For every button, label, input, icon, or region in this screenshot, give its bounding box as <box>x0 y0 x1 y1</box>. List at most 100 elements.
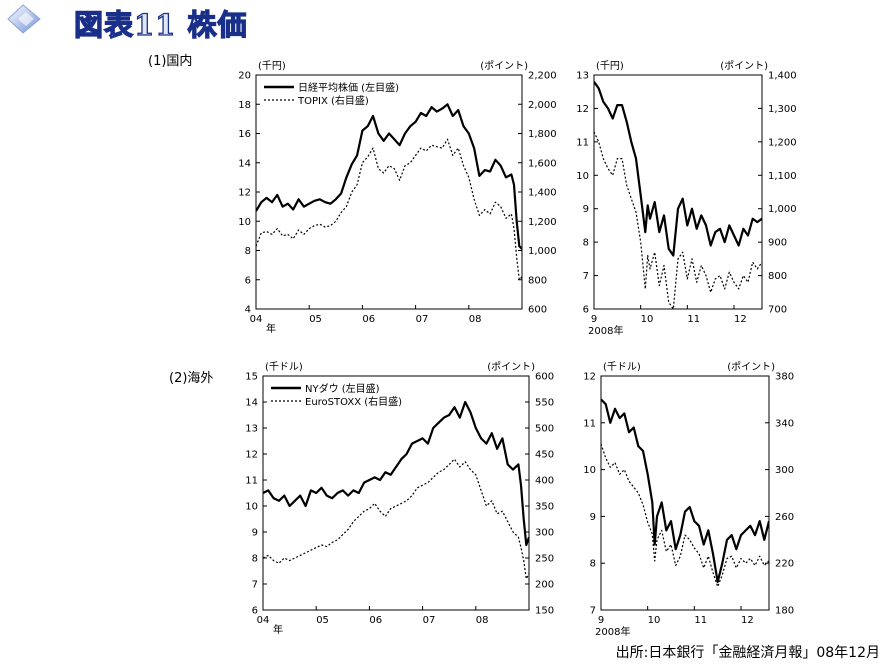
x-axis-sub-label: 年 <box>266 322 276 335</box>
y-right-tick-label: 340 <box>775 418 794 429</box>
y-right-tick-label: 1,200 <box>528 217 557 228</box>
series-line-solid <box>263 400 529 547</box>
y-left-tick-label: 10 <box>583 465 596 476</box>
x-tick-label: 08 <box>469 314 482 325</box>
y-right-tick-label: 150 <box>535 606 554 617</box>
y-right-tick-label: 220 <box>775 559 794 570</box>
y-left-tick-label: 12 <box>245 450 258 461</box>
title-banner: 図表11 株価 <box>4 0 304 43</box>
y-right-tick-label: 1,000 <box>768 204 797 215</box>
y-left-tick-label: 14 <box>245 398 258 409</box>
legend-entry: TOPIX (右目盛) <box>297 94 369 107</box>
y-left-tick-label: 13 <box>576 71 589 82</box>
x-axis-sub-label: 年 <box>273 623 283 636</box>
right-axis-unit: (ポイント) <box>727 361 775 373</box>
x-tick-label: 10 <box>641 314 654 325</box>
plot-frame <box>255 74 523 310</box>
y-left-tick-label: 6 <box>583 305 589 316</box>
y-right-tick-label: 380 <box>775 372 794 383</box>
y-right-tick-label: 2,200 <box>528 71 557 82</box>
y-right-tick-label: 180 <box>775 606 794 617</box>
series-line-dotted <box>256 138 522 281</box>
section-domestic-label: (1)国内 <box>148 54 193 69</box>
y-right-tick-label: 700 <box>768 305 787 316</box>
x-tick-label: 12 <box>734 314 747 325</box>
left-axis-unit: (千ドル) <box>265 361 303 373</box>
y-right-tick-label: 300 <box>775 465 794 476</box>
y-left-tick-label: 7 <box>590 606 596 617</box>
y-left-tick-label: 16 <box>238 129 251 140</box>
plot-frame <box>593 74 763 310</box>
y-right-tick-label: 800 <box>528 275 547 286</box>
y-right-tick-label: 260 <box>775 512 794 523</box>
y-left-tick-label: 9 <box>252 528 258 539</box>
right-axis-unit: (ポイント) <box>720 60 768 72</box>
series-line-solid <box>594 81 762 257</box>
x-tick-label: 08 <box>476 615 489 626</box>
x-tick-label: 06 <box>369 615 382 626</box>
x-tick-label: 07 <box>416 314 429 325</box>
plot-frame <box>600 375 770 611</box>
y-right-tick-label: 2,000 <box>528 100 557 111</box>
plot-frame <box>262 375 530 611</box>
y-right-tick-label: 1,200 <box>768 137 797 148</box>
y-right-tick-label: 300 <box>535 528 554 539</box>
x-axis-sub-label: 2008年 <box>595 625 630 638</box>
y-left-tick-label: 6 <box>245 275 251 286</box>
y-left-tick-label: 9 <box>590 512 596 523</box>
chart-domestic-short: 6 7 8 9 10 11 12 13 700 800 900 1,000 1,100 1,200 1,30… <box>576 60 796 337</box>
y-right-tick-label: 1,800 <box>528 129 557 140</box>
y-right-tick-label: 350 <box>535 502 554 513</box>
y-right-tick-label: 550 <box>535 398 554 409</box>
y-right-tick-label: 1,100 <box>768 171 797 182</box>
y-left-tick-label: 10 <box>576 171 589 182</box>
left-axis-unit: (千ドル) <box>603 361 641 373</box>
y-left-tick-label: 7 <box>252 580 258 591</box>
left-axis-unit: (千円) <box>596 60 624 72</box>
y-left-tick-label: 20 <box>238 71 251 82</box>
x-tick-label: 10 <box>648 615 661 626</box>
y-right-tick-label: 1,400 <box>528 188 557 199</box>
y-left-tick-label: 11 <box>576 137 589 148</box>
y-left-tick-label: 9 <box>583 204 589 215</box>
y-right-tick-label: 600 <box>535 372 554 383</box>
series-line-solid <box>601 398 769 584</box>
y-right-tick-label: 450 <box>535 450 554 461</box>
x-tick-label: 05 <box>309 314 322 325</box>
section-overseas-label: (2)海外 <box>169 371 214 386</box>
x-tick-label: 04 <box>250 314 263 325</box>
y-left-tick-label: 7 <box>583 271 589 282</box>
y-left-tick-label: 14 <box>238 158 251 169</box>
series-line-dotted <box>594 131 762 309</box>
y-left-tick-label: 4 <box>245 305 251 316</box>
legend-entry: NYダウ (左目盛) <box>305 382 380 395</box>
y-left-tick-label: 8 <box>583 238 589 249</box>
series-line-dotted <box>601 443 769 588</box>
y-left-tick-label: 6 <box>252 606 258 617</box>
x-tick-label: 9 <box>598 615 604 626</box>
y-right-tick-label: 800 <box>768 271 787 282</box>
chart-domestic-long: 4 6 8 10 12 14 16 18 20 600 800 1,000 1,200 1,400 1,60… <box>238 60 556 335</box>
source-note: 出所:日本銀行「金融経済月報」08年12月 <box>615 645 880 661</box>
x-tick-label: 07 <box>423 615 436 626</box>
y-right-tick-label: 600 <box>528 305 547 316</box>
x-tick-label: 04 <box>257 615 270 626</box>
y-left-tick-label: 11 <box>245 476 258 487</box>
y-left-tick-label: 12 <box>238 188 251 199</box>
series-line-dotted <box>263 458 529 580</box>
y-left-tick-label: 18 <box>238 100 251 111</box>
y-left-tick-label: 12 <box>576 104 589 115</box>
x-tick-label: 06 <box>362 314 375 325</box>
left-axis-unit: (千円) <box>258 60 286 72</box>
x-tick-label: 05 <box>316 615 329 626</box>
y-right-tick-label: 250 <box>535 554 554 565</box>
right-axis-unit: (ポイント) <box>480 60 528 72</box>
y-left-tick-label: 10 <box>245 502 258 513</box>
legend-entry: EuroSTOXX (右目盛) <box>305 395 402 408</box>
y-left-tick-label: 8 <box>252 554 258 565</box>
x-tick-label: 11 <box>687 314 700 325</box>
y-left-tick-label: 12 <box>583 372 596 383</box>
y-left-tick-label: 13 <box>245 424 258 435</box>
chart-overseas-long: 6 7 8 9 10 11 12 13 14 15 150 200 250 300 350 400 450 500… <box>245 361 554 636</box>
